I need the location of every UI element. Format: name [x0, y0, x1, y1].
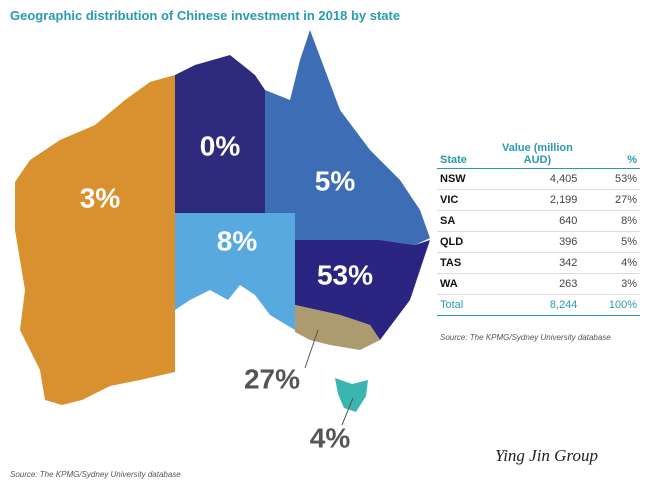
- table-row: WA 263 3%: [437, 273, 640, 295]
- table-row: TAS 342 4%: [437, 252, 640, 274]
- table-cell: 8,244: [494, 294, 581, 316]
- nt: [175, 55, 265, 213]
- column-header: %: [580, 140, 640, 169]
- watermark: Ying Jin Group: [495, 446, 598, 465]
- map-label: 5%: [315, 165, 356, 196]
- table-source: Source: The KPMG/Sydney University datab…: [440, 333, 611, 342]
- map-label: 0%: [200, 130, 241, 161]
- map-label: 8%: [217, 225, 258, 256]
- table-cell: NSW: [437, 168, 495, 190]
- table-cell: 5%: [580, 231, 640, 253]
- leader-line: [304, 329, 319, 369]
- table-row: NSW 4,405 53%: [437, 168, 640, 190]
- table-cell: 3%: [580, 273, 640, 295]
- sa: [175, 213, 295, 330]
- source: Source: The KPMG/Sydney University datab…: [10, 470, 181, 479]
- table-cell: 100%: [580, 294, 640, 316]
- table: State Value (million AUD) % NSW 4,405 53% V…: [437, 140, 640, 316]
- table-cell: Total: [437, 294, 495, 316]
- table-row: SA 640 8%: [437, 210, 640, 232]
- table-cell: 2,199: [494, 189, 581, 211]
- title: Geographic distribution of Chinese inves…: [10, 8, 401, 23]
- qld: [265, 30, 430, 245]
- table-cell: SA: [437, 210, 495, 232]
- wa: [15, 75, 175, 405]
- table-cell: 640: [494, 210, 581, 232]
- map-label: 4%: [310, 422, 351, 453]
- table-cell: 27%: [580, 189, 640, 211]
- map-label: 27%: [244, 363, 300, 394]
- column-header: State: [437, 140, 495, 169]
- table-row: Total 8,244 100%: [437, 294, 640, 316]
- map-label: 53%: [317, 259, 373, 290]
- table-cell: WA: [437, 273, 495, 295]
- nsw: [295, 240, 430, 340]
- table-cell: TAS: [437, 252, 495, 274]
- vic: [295, 305, 380, 350]
- table-cell: 342: [494, 252, 581, 274]
- table-body: NSW 4,405 53% VIC 2,199 27% SA 640 8% QLD 396 5% TAS…: [437, 168, 640, 316]
- column-header: Value (million AUD): [494, 140, 581, 169]
- table-cell: 263: [494, 273, 581, 295]
- table-cell: 4%: [580, 252, 640, 274]
- table-cell: 53%: [580, 168, 640, 190]
- table-cell: 4,405: [494, 168, 581, 190]
- table-cell: QLD: [437, 231, 495, 253]
- table-cell: 8%: [580, 210, 640, 232]
- tas: [335, 378, 368, 412]
- table-row: VIC 2,199 27%: [437, 189, 640, 211]
- table-cell: 396: [494, 231, 581, 253]
- table-cell: VIC: [437, 189, 495, 211]
- leader-line: [341, 397, 354, 426]
- table-row: QLD 396 5%: [437, 231, 640, 253]
- map-label: 3%: [80, 182, 121, 213]
